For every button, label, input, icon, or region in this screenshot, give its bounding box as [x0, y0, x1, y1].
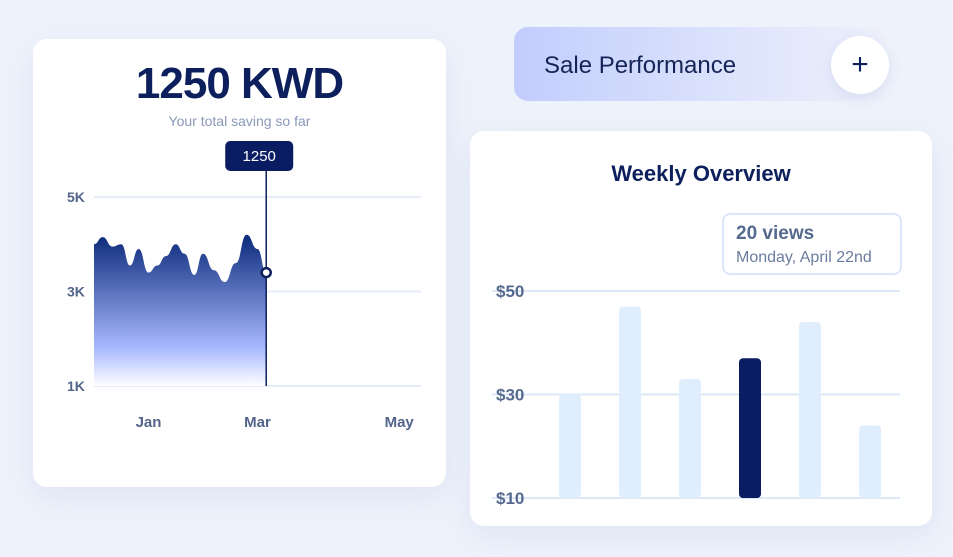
savings-subtitle: Your total saving so far	[168, 113, 311, 129]
bar[interactable]	[679, 378, 701, 498]
tooltip-date: Monday, April 22nd	[736, 249, 872, 266]
bar[interactable]	[619, 306, 641, 498]
savings-card: 1250 KWD Your total saving so far 1K 3K 5K…	[33, 39, 446, 487]
y-tick-label: 1K	[67, 378, 85, 394]
savings-amount: 1250 KWD	[135, 59, 344, 108]
savings-area	[94, 234, 267, 386]
weekly-overview-card: Weekly Overview $10 $30 $50 20 views Monda…	[470, 131, 932, 526]
x-tick-label: May	[385, 414, 415, 431]
x-tick-label: Mar	[244, 414, 271, 431]
views-tooltip: 20 views Monday, April 22nd	[722, 213, 902, 275]
weekly-bar-chart: $10 $30 $50	[492, 282, 900, 508]
y-tick-label: $50	[496, 282, 524, 301]
weekly-overview-title: Weekly Overview	[611, 161, 791, 186]
plus-icon: +	[851, 48, 869, 81]
y-tick-label: $10	[496, 489, 524, 508]
sale-performance-label: Sale Performance	[544, 52, 737, 79]
bar[interactable]	[859, 425, 881, 498]
y-tick-label: 5K	[67, 189, 85, 205]
y-tick-label: $30	[496, 386, 524, 405]
bar[interactable]	[559, 394, 581, 499]
value-tooltip-label: 1250	[243, 148, 276, 165]
bar-highlighted[interactable]	[739, 358, 761, 498]
value-tooltip	[225, 141, 294, 171]
savings-area-chart: 1K 3K 5K 1250 Jan Mar May	[67, 141, 421, 431]
x-tick-label: Jan	[136, 414, 162, 431]
add-button[interactable]: +	[831, 36, 889, 94]
sale-performance-pill[interactable]: Sale Performance	[514, 27, 886, 101]
y-tick-label: 3K	[67, 284, 85, 300]
bar[interactable]	[799, 322, 821, 498]
highlight-marker[interactable]	[260, 266, 272, 279]
tooltip-views: 20 views	[736, 223, 815, 244]
